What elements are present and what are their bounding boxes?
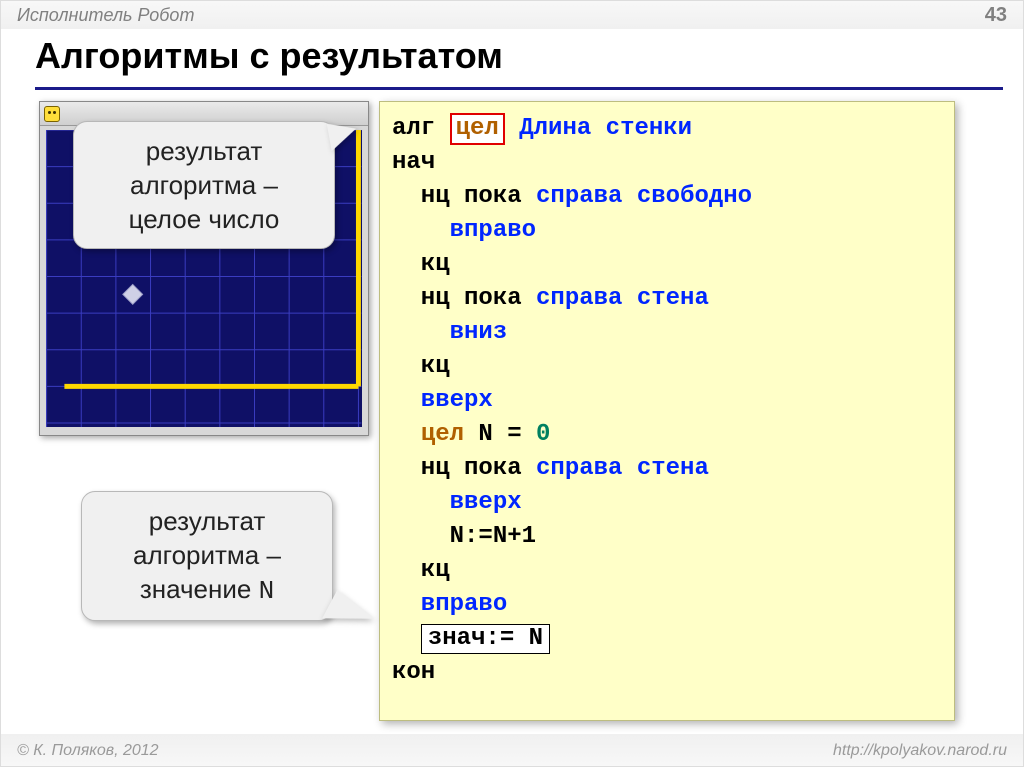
code-l6a: нц пока [392, 285, 536, 312]
code-l1-name: Длина стенки [505, 115, 692, 142]
code-l10b: N = [464, 421, 536, 448]
callout2-l3a: значение [140, 574, 259, 604]
code-l15: вправо [392, 591, 507, 618]
code-l17: кон [392, 659, 435, 686]
code-l5: кц [392, 251, 450, 278]
code-l10-zero: 0 [536, 421, 550, 448]
code-l16-box: знач:= N [421, 624, 550, 654]
code-l1-type-box: цел [450, 113, 505, 145]
code-l10a [392, 421, 421, 448]
footer-copyright: © К. Поляков, 2012 [17, 742, 159, 760]
code-l16pre [392, 625, 421, 652]
title-underline [35, 87, 1003, 90]
callout2-line3: значение N [100, 572, 314, 608]
callout2-l3b: N [259, 576, 275, 606]
slide: Исполнитель Робот 43 Алгоритмы с результ… [0, 0, 1024, 767]
code-l11b: справа стена [536, 455, 709, 482]
header-subject: Исполнитель Робот [17, 5, 194, 26]
code-l1-alg: алг [392, 115, 435, 142]
smiley-icon [44, 106, 60, 122]
code-l10-type: цел [421, 421, 464, 448]
code-l4: вправо [392, 217, 536, 244]
code-l12: вверх [392, 489, 522, 516]
callout2-line1: результат [100, 504, 314, 538]
code-l3b: справа свободно [536, 183, 752, 210]
callout2-line2: алгоритма – [100, 538, 314, 572]
footer-bar: © К. Поляков, 2012 http://kpolyakov.naro… [1, 736, 1023, 766]
callout1-line2: алгоритма – [92, 168, 316, 202]
code-l13: N:=N+1 [392, 523, 536, 550]
code-l11a: нц пока [392, 455, 536, 482]
code-l2: нач [392, 149, 435, 176]
page-title: Алгоритмы с результатом [35, 35, 989, 77]
code-l8: кц [392, 353, 450, 380]
callout1-line1: результат [92, 134, 316, 168]
callout-result-integer: результат алгоритма – целое число [73, 121, 335, 249]
callout1-tail [327, 119, 359, 151]
code-l14: кц [392, 557, 450, 584]
code-l6b: справа стена [536, 285, 709, 312]
callout1-line3: целое число [92, 202, 316, 236]
code-l7: вниз [392, 319, 507, 346]
code-l9: вверх [392, 387, 493, 414]
code-panel: алг цел Длина стенки нач нц пока справа … [379, 101, 955, 721]
footer-url: http://kpolyakov.narod.ru [833, 742, 1007, 760]
page-number: 43 [985, 4, 1007, 27]
callout-result-n: результат алгоритма – значение N [81, 491, 333, 621]
header-bar: Исполнитель Робот 43 [1, 1, 1023, 29]
code-l3a: нц пока [392, 183, 536, 210]
